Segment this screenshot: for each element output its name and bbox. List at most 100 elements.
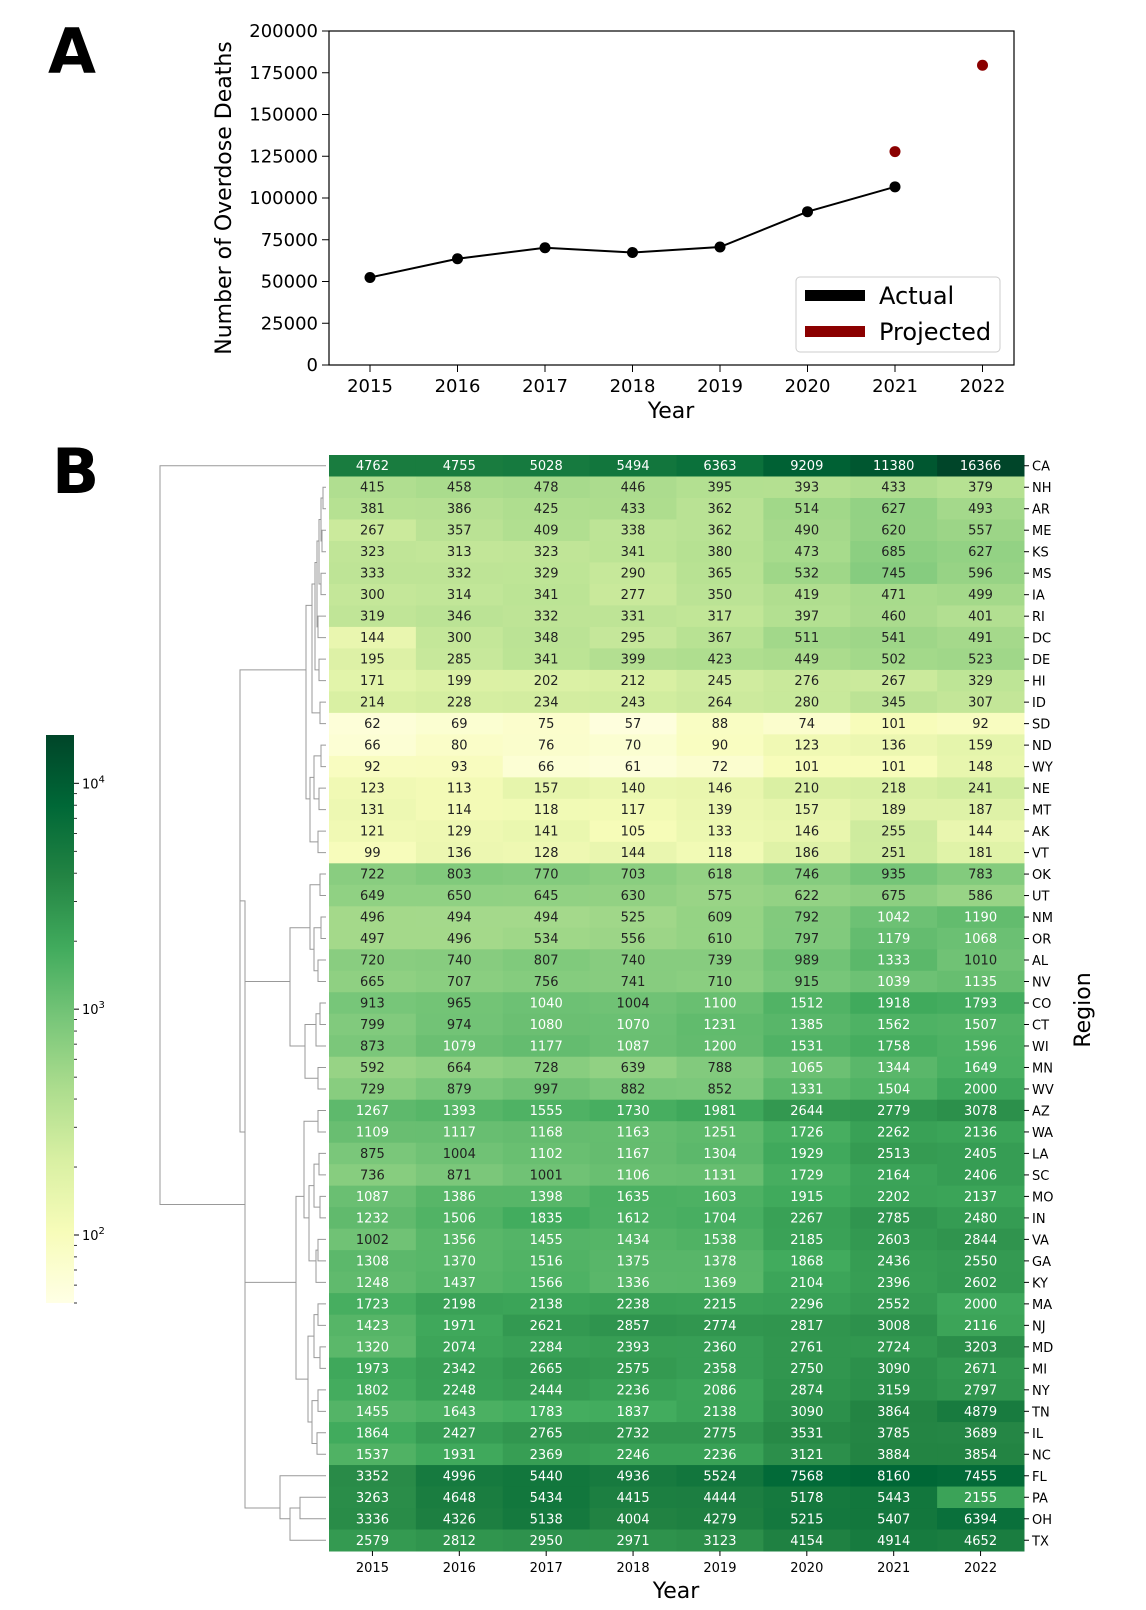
cell-value: 341	[534, 588, 559, 603]
row-label: NH	[1032, 481, 1052, 496]
heatmap-cell	[763, 476, 851, 499]
cell-value: 113	[447, 782, 472, 797]
cell-value: 114	[447, 803, 472, 818]
heatmap-cell	[676, 605, 764, 628]
cell-value: 746	[794, 868, 819, 883]
cell-value: 62	[364, 717, 381, 732]
cell-value: 88	[712, 717, 729, 732]
heatmap-cell	[937, 626, 1025, 649]
cell-value: 285	[447, 653, 472, 668]
cell-value: 105	[621, 825, 646, 840]
y-tick-label: 100000	[249, 188, 318, 209]
row-label: LA	[1032, 1147, 1049, 1162]
cell-value: 333	[360, 567, 385, 582]
cell-value: 92	[972, 717, 989, 732]
heatmap-cell	[937, 927, 1025, 950]
cell-value: 592	[360, 1061, 385, 1076]
heatmap-cell	[415, 841, 504, 864]
cell-value: 3090	[877, 1362, 910, 1377]
column-labels: 2015 2016 2017 2018 2019 2020 2021 2022	[356, 1551, 997, 1576]
cell-value: 1835	[530, 1211, 563, 1226]
cell-value: 140	[621, 782, 646, 797]
cell-value: 1106	[617, 1168, 650, 1183]
dendrogram-branch	[309, 884, 320, 950]
cell-value: 797	[794, 932, 819, 947]
cell-value: 2644	[790, 1104, 823, 1119]
cell-value: 210	[794, 782, 819, 797]
heatmap-cell	[329, 562, 417, 585]
heatmap-cell	[676, 497, 764, 520]
dendrogram-branch	[317, 959, 326, 983]
cell-value: 319	[360, 610, 385, 625]
heatmap-cell	[763, 1314, 851, 1337]
legend-swatch-actual	[805, 290, 865, 301]
heatmap-cell	[589, 1164, 677, 1187]
heatmap-cell	[937, 1035, 1025, 1058]
heatmap-cell	[589, 1465, 677, 1488]
cell-value: 1918	[877, 997, 910, 1012]
row-labels: CA NH AR ME KS MS IA RI DC DE HI ID SD ND WY NE MT AK VT OK…	[1024, 460, 1054, 1549]
heatmap-cell	[329, 455, 417, 477]
heatmap-cell	[937, 820, 1025, 843]
y-tick-label: 200000	[249, 21, 318, 42]
y-axis-title: Number of Overdose Deaths	[212, 41, 237, 355]
cell-value: 3159	[877, 1383, 910, 1398]
cell-value: 1320	[356, 1340, 389, 1355]
x-tick-label: 2019	[697, 376, 743, 397]
dendrogram-branch	[313, 755, 321, 800]
cell-value: 61	[625, 760, 642, 775]
cell-value: 1704	[703, 1211, 736, 1226]
cell-value: 1248	[356, 1276, 389, 1291]
row-label: CA	[1032, 460, 1050, 475]
cell-value: 1802	[356, 1383, 389, 1398]
heatmap-cell	[850, 798, 938, 821]
heatmap-cell	[937, 777, 1025, 800]
cell-value: 873	[360, 1039, 385, 1054]
cell-value: 1516	[530, 1254, 563, 1269]
data-point-actual	[714, 241, 726, 253]
heatmap-cell	[937, 1486, 1025, 1509]
cell-value: 16366	[960, 459, 1001, 474]
cell-value: 76	[538, 739, 555, 754]
cell-value: 541	[881, 631, 906, 646]
cell-value: 3854	[964, 1448, 997, 1463]
heatmap-cell	[329, 884, 417, 907]
cell-value: 1200	[703, 1039, 736, 1054]
heatmap-cell	[850, 1529, 938, 1552]
heatmap-cell	[850, 863, 938, 886]
heatmap-cell	[676, 583, 764, 606]
heatmap-cell	[415, 1121, 504, 1144]
heatmap-cell	[763, 1443, 851, 1466]
heatmap-cell	[329, 734, 417, 757]
heatmap-cell	[763, 583, 851, 606]
cell-value: 367	[708, 631, 733, 646]
heatmap-cell	[329, 583, 417, 606]
cell-value: 1010	[964, 954, 997, 969]
row-label: ND	[1032, 739, 1052, 754]
colorbar-tick-label: 103	[82, 1000, 105, 1018]
heatmap-cell	[850, 1465, 938, 1488]
heatmap-cell	[329, 820, 417, 843]
cell-value: 2874	[790, 1383, 823, 1398]
cell-value: 473	[794, 545, 819, 560]
cell-value: 2116	[964, 1319, 997, 1334]
row-label: NC	[1032, 1448, 1051, 1463]
cell-value: 346	[447, 610, 472, 625]
cell-value: 362	[708, 524, 733, 539]
cell-value: 101	[881, 760, 906, 775]
row-label: KS	[1032, 546, 1049, 561]
cell-value: 290	[621, 567, 646, 582]
heatmap-cell	[676, 1314, 764, 1337]
cell-value: 277	[621, 588, 646, 603]
heatmap-cell	[850, 992, 938, 1015]
dendrogram-branch	[240, 900, 280, 1509]
row-label: PA	[1032, 1491, 1048, 1506]
heatmap-cell	[502, 1400, 591, 1423]
heatmap-cell	[850, 1400, 938, 1423]
heatmap-cell	[850, 777, 938, 800]
y-tick-label: 125000	[249, 146, 318, 167]
cell-value: 1002	[356, 1233, 389, 1248]
cell-value: 740	[447, 954, 472, 969]
cell-value: 458	[447, 481, 472, 496]
